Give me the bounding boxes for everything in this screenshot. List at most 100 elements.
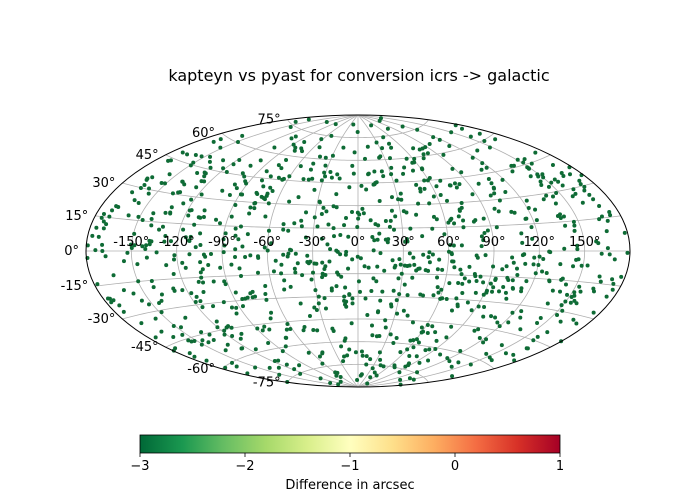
data-point: [474, 278, 479, 283]
data-point: [457, 208, 462, 213]
data-point: [412, 156, 417, 161]
data-point: [181, 227, 186, 232]
data-point: [94, 225, 99, 230]
data-point: [499, 343, 504, 348]
data-point: [401, 308, 406, 313]
data-point: [99, 215, 104, 220]
data-point: [481, 280, 486, 285]
data-point: [311, 270, 316, 275]
data-point: [240, 297, 245, 302]
data-point: [181, 201, 186, 206]
data-point: [233, 290, 238, 295]
data-point: [414, 212, 419, 217]
data-point: [344, 304, 349, 309]
data-point: [582, 184, 587, 189]
data-point: [271, 269, 276, 274]
data-point: [221, 250, 226, 255]
data-point: [470, 192, 475, 197]
data-point: [536, 263, 541, 268]
data-point: [144, 243, 149, 248]
data-point: [407, 251, 412, 256]
data-point: [276, 358, 281, 363]
data-point: [224, 325, 229, 330]
data-point: [268, 316, 273, 321]
data-point: [449, 252, 454, 257]
data-point: [159, 292, 164, 297]
data-point: [132, 243, 137, 248]
data-point: [336, 382, 341, 387]
data-point: [355, 130, 360, 135]
data-point: [170, 191, 175, 196]
data-point: [416, 201, 421, 206]
data-point: [506, 320, 511, 325]
data-point: [515, 272, 520, 277]
data-point: [163, 210, 168, 215]
data-point: [445, 198, 449, 203]
data-point: [454, 185, 459, 190]
data-point: [402, 263, 407, 268]
data-point: [459, 200, 464, 205]
data-point: [293, 270, 298, 275]
data-point: [531, 338, 536, 343]
data-point: [372, 370, 377, 375]
data-point: [510, 310, 515, 315]
data-point: [421, 152, 426, 157]
data-point: [554, 190, 559, 195]
data-point: [407, 361, 412, 366]
data-point: [180, 260, 185, 265]
data-point: [259, 178, 264, 183]
data-point: [491, 264, 496, 269]
data-point: [489, 314, 494, 319]
y-tick-labels: -75° -60° -45° -30° -15° 0° 15° 30° 45° 60° 75°: [61, 113, 281, 391]
colorbar-ticks: −3 −2 −1 0 1: [130, 453, 564, 474]
data-point: [408, 338, 413, 343]
data-point: [151, 211, 156, 216]
data-point: [375, 264, 380, 269]
data-point: [263, 214, 268, 219]
data-point: [492, 186, 496, 191]
data-point: [411, 345, 416, 350]
data-point: [425, 322, 430, 327]
data-point: [193, 152, 198, 157]
data-point: [192, 222, 197, 227]
data-point: [546, 184, 551, 189]
data-point: [461, 225, 466, 230]
data-point: [438, 352, 443, 357]
data-point: [323, 155, 328, 160]
data-point: [360, 353, 365, 358]
data-point: [373, 180, 378, 185]
data-point: [182, 182, 187, 187]
data-point: [427, 201, 432, 206]
data-point: [398, 377, 403, 382]
data-point: [350, 301, 355, 306]
data-point: [168, 211, 173, 216]
data-point: [268, 185, 273, 190]
data-point: [286, 228, 291, 233]
data-point: [255, 326, 260, 331]
data-point: [503, 290, 508, 295]
data-point: [263, 292, 268, 297]
data-point: [121, 259, 126, 264]
data-point: [224, 170, 229, 175]
colorbar-tick-label: −3: [130, 459, 149, 474]
data-point: [597, 203, 602, 208]
data-point: [447, 359, 452, 364]
y-tick-label: 60°: [192, 126, 215, 141]
data-point: [322, 296, 327, 301]
parallel-line: [221, 132, 495, 161]
data-point: [610, 287, 615, 292]
data-point: [132, 231, 137, 236]
data-point: [356, 279, 361, 284]
data-point: [459, 205, 464, 210]
data-point: [281, 227, 286, 232]
data-point: [619, 274, 624, 279]
data-point: [198, 231, 203, 236]
data-point: [198, 215, 203, 220]
data-point: [476, 181, 481, 186]
data-point: [598, 279, 603, 284]
data-point: [547, 249, 552, 254]
data-point: [482, 231, 487, 236]
data-point: [206, 262, 211, 267]
data-point: [132, 198, 137, 203]
data-point: [404, 156, 409, 161]
